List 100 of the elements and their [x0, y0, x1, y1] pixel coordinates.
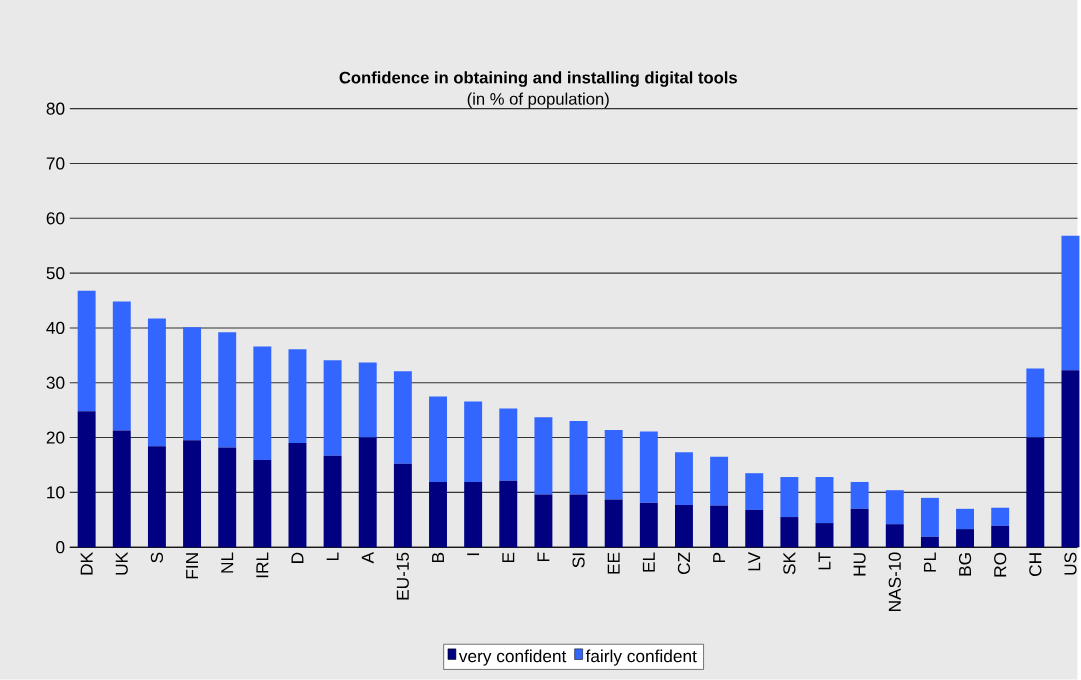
x-tick-label: BG: [958, 553, 972, 576]
x-tick-label: S: [150, 552, 164, 563]
bar: [183, 440, 202, 548]
x-tick-label: LT: [818, 552, 831, 570]
bar: [253, 346, 272, 461]
y-tick-label: 70: [46, 157, 65, 170]
x-tick-label: E: [502, 552, 515, 563]
bar: [639, 502, 658, 548]
bar: [885, 490, 904, 525]
bar: [885, 524, 904, 548]
bar: [534, 417, 553, 495]
bar: [604, 499, 623, 548]
bar: [604, 430, 623, 500]
bar: [534, 494, 553, 548]
bar: [780, 517, 799, 548]
bar: [569, 421, 588, 495]
bar: [218, 332, 237, 448]
bar: [815, 477, 834, 524]
x-tick-label: US: [1064, 552, 1077, 575]
bar: [147, 318, 166, 447]
x-tick-label: SI: [572, 553, 585, 568]
x-tick-label: NAS-10: [888, 552, 901, 612]
x-tick-label: HU: [853, 553, 866, 576]
bar: [464, 401, 483, 483]
x-tick-label: IRL: [256, 552, 269, 578]
y-tick-label: 60: [46, 212, 65, 225]
x-tick-label: A: [361, 552, 374, 564]
bar: [745, 473, 764, 511]
bar: [920, 497, 939, 537]
x-tick-label: PL: [923, 552, 936, 572]
bar: [393, 463, 412, 548]
bar: [815, 523, 834, 548]
y-tick-label: 0: [56, 541, 65, 554]
x-tick-label: EU-15: [396, 552, 409, 600]
bar: [112, 430, 131, 548]
x-tick-label: SK: [783, 552, 796, 575]
bar: [77, 290, 96, 412]
bar: [710, 456, 729, 506]
y-tick-label: 10: [47, 486, 65, 499]
y-tick-label: 50: [46, 267, 65, 280]
bar: [1061, 235, 1080, 371]
bar: [674, 505, 693, 548]
bar: [147, 446, 166, 548]
bar: [429, 482, 447, 548]
bar: [77, 411, 96, 548]
bar: [393, 371, 412, 464]
x-tick-label: DK: [80, 552, 93, 575]
bar: [850, 508, 869, 548]
x-tick-label: L: [326, 552, 339, 561]
x-tick-label: NL: [221, 552, 234, 573]
bar: [920, 536, 939, 548]
x-tick-label: CH: [1029, 553, 1042, 577]
bar: [253, 460, 272, 548]
bar: [639, 431, 658, 503]
bar: [464, 482, 483, 548]
x-tick-label: D: [291, 552, 304, 564]
y-tick-label: 20: [46, 431, 65, 444]
bar: [429, 396, 447, 483]
x-tick-label: FIN: [186, 553, 198, 579]
bar: [112, 301, 131, 431]
bar: [956, 508, 975, 530]
chart-title: Confidence in obtaining and installing digital tools: [339, 71, 737, 87]
x-tick-label: P: [713, 552, 726, 563]
bar: [991, 507, 1010, 526]
legend-label: fairly confident: [585, 649, 697, 666]
x-tick-label: LV: [748, 552, 761, 571]
bar: [745, 510, 764, 548]
bar: [674, 452, 693, 506]
x-tick-label: EL: [642, 552, 655, 572]
x-tick-label: UK: [115, 552, 128, 575]
bar: [323, 455, 342, 548]
bar: [780, 477, 799, 518]
y-tick-label: 80: [46, 102, 65, 115]
y-tick-label: 30: [46, 376, 65, 389]
bar: [323, 360, 342, 456]
bar: [850, 482, 869, 509]
bar: [358, 437, 377, 548]
bar: [569, 494, 588, 548]
bar: [183, 327, 202, 441]
x-tick-label: B: [432, 552, 444, 563]
bar: [288, 349, 307, 444]
bar: [1026, 368, 1045, 438]
legend-label: very confident: [458, 649, 567, 666]
bar: [1061, 370, 1080, 548]
chart-subtitle: (in % of population): [467, 92, 609, 109]
bar: [991, 525, 1010, 548]
bar: [956, 529, 975, 548]
bar: [288, 443, 307, 548]
y-tick-label: 40: [46, 321, 65, 335]
bar: [358, 362, 377, 438]
x-tick-label: RO: [994, 552, 1007, 577]
x-tick-label: CZ: [677, 552, 691, 575]
bar: [218, 447, 237, 548]
bar: [710, 505, 729, 548]
bar: [499, 408, 518, 481]
bar: [1026, 437, 1045, 548]
bar: [499, 480, 518, 548]
x-tick-label: I: [467, 553, 480, 556]
x-tick-label: EE: [607, 552, 620, 574]
x-tick-label: F: [537, 552, 550, 562]
